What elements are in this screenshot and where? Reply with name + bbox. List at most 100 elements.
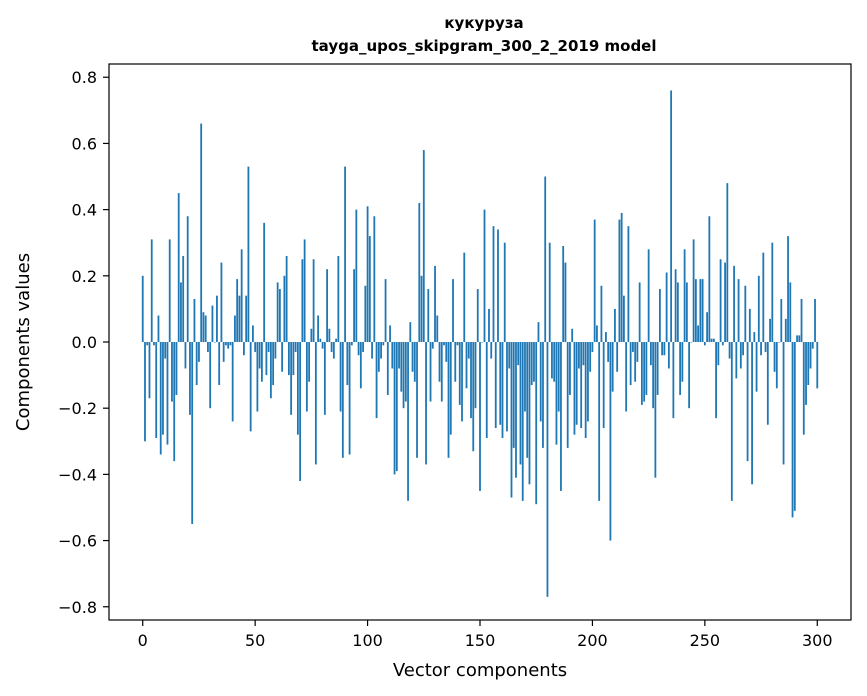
bar-279 (769, 318, 771, 342)
bar-90 (344, 166, 346, 342)
bar-258 (721, 342, 724, 346)
bar-191 (571, 328, 574, 342)
bar-9 (162, 342, 164, 435)
bar-265 (737, 279, 740, 342)
bar-180 (546, 342, 549, 597)
bar-141 (458, 342, 461, 405)
bar-266 (739, 342, 742, 369)
bar-230 (658, 289, 661, 342)
bar-95 (355, 209, 358, 342)
y-tick-label: 0.2 (72, 267, 97, 286)
bar-133 (440, 342, 443, 402)
bar-107 (382, 342, 385, 346)
bar-68 (294, 342, 297, 352)
bar-225 (647, 249, 650, 342)
bar-184 (555, 342, 558, 445)
bar-74 (308, 342, 311, 382)
bar-219 (634, 342, 637, 382)
bar-262 (730, 342, 733, 501)
bar-160 (501, 342, 504, 438)
bar-35 (220, 262, 223, 342)
bar-289 (791, 342, 794, 518)
bar-272 (753, 332, 756, 342)
bar-297 (809, 342, 812, 369)
bar-46 (245, 295, 248, 342)
bar-114 (398, 342, 400, 369)
bar-37 (225, 342, 227, 346)
bar-40 (231, 342, 234, 422)
bar-139 (454, 342, 457, 382)
bar-87 (337, 255, 340, 342)
bar-137 (449, 342, 452, 435)
bar-150 (479, 342, 481, 491)
bar-96 (357, 342, 360, 356)
bar-204 (600, 285, 603, 342)
bar-247 (697, 325, 699, 342)
bar-29 (207, 342, 209, 352)
bar-28 (204, 315, 207, 342)
bar-76 (312, 259, 315, 342)
bar-275 (760, 342, 762, 356)
bar-148 (474, 342, 477, 409)
bar-12 (168, 239, 171, 342)
bar-130 (434, 265, 436, 342)
bar-64 (285, 255, 288, 342)
bar-59 (274, 342, 277, 359)
bar-52 (258, 342, 261, 369)
bar-211 (616, 342, 619, 372)
bar-16 (177, 193, 180, 342)
bar-192 (573, 342, 576, 435)
bar-56 (267, 342, 270, 352)
bar-88 (339, 342, 342, 412)
bar-134 (443, 342, 445, 346)
bar-299 (814, 298, 816, 342)
bar-294 (802, 342, 805, 435)
bar-215 (625, 342, 628, 412)
bar-11 (166, 342, 169, 445)
bar-164 (510, 342, 513, 498)
bar-23 (193, 298, 196, 342)
bar-53 (261, 342, 263, 382)
bar-77 (314, 342, 317, 465)
bar-182 (551, 342, 553, 379)
bar-175 (535, 342, 538, 505)
bar-250 (703, 342, 706, 346)
bar-185 (557, 342, 560, 412)
bar-244 (690, 342, 693, 343)
bar-4 (150, 239, 153, 342)
bar-86 (335, 338, 337, 342)
bar-201 (593, 219, 596, 342)
bar-135 (445, 342, 448, 362)
bar-256 (717, 342, 720, 366)
bar-93 (350, 342, 353, 346)
bar-221 (638, 282, 641, 342)
bar-78 (317, 315, 320, 342)
bar-231 (661, 342, 664, 356)
bar-300 (816, 342, 819, 389)
bar-121 (413, 342, 416, 382)
bar-113 (395, 342, 398, 472)
bar-271 (751, 342, 753, 485)
bar-26 (200, 123, 203, 342)
bar-118 (407, 342, 409, 501)
y-axis-ticks: −0.8 −0.6 −0.4 −0.2 0.0 0.2 0.4 0.6 0.8 (58, 68, 109, 617)
bar-287 (787, 236, 789, 342)
bar-109 (386, 342, 389, 395)
bar-13 (171, 342, 173, 402)
bar-7 (157, 315, 160, 342)
bar-153 (485, 342, 488, 438)
bar-268 (744, 285, 747, 342)
bar-83 (328, 328, 331, 342)
bar-41 (234, 315, 236, 342)
bar-106 (380, 342, 382, 359)
bar-119 (409, 322, 412, 342)
bar-163 (508, 342, 511, 369)
bar-110 (389, 325, 391, 342)
bar-85 (332, 342, 335, 359)
bar-84 (330, 342, 333, 352)
bar-196 (582, 342, 585, 366)
bar-259 (724, 262, 726, 342)
bar-188 (564, 262, 567, 342)
